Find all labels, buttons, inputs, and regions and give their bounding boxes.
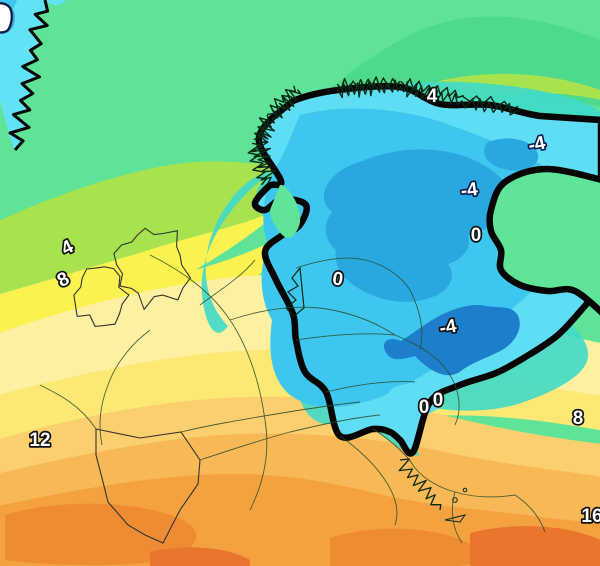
svg-text:0: 0 [433,390,444,411]
svg-text:0: 0 [419,397,430,418]
svg-text:4: 4 [427,86,438,107]
svg-text:8: 8 [573,408,584,429]
svg-text:12: 12 [29,430,50,451]
svg-text:0: 0 [471,225,482,246]
svg-text:-4: -4 [459,179,479,202]
svg-text:16: 16 [581,506,600,527]
